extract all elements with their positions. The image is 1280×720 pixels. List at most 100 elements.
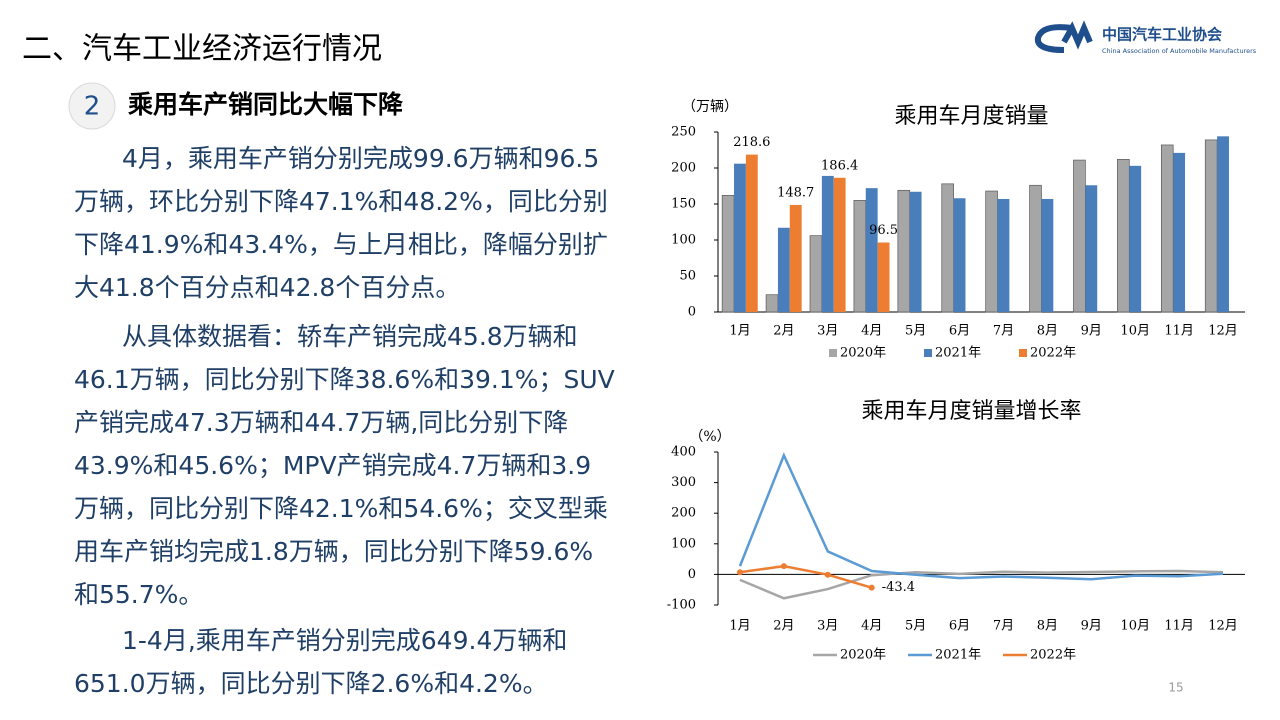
paragraph-line: 产销完成47.3万辆和44.7万辆,同比分别下降 xyxy=(74,408,568,437)
y-tick-label: 200 xyxy=(671,161,696,176)
x-tick-label: 12月 xyxy=(1208,619,1238,634)
paragraph-line: 万辆，环比分别下降47.1%和48.2%，同比分别 xyxy=(74,187,608,216)
data-label: 218.6 xyxy=(733,135,770,150)
bar xyxy=(1129,165,1142,312)
y-tick-label: -100 xyxy=(667,598,696,613)
paragraph-line: 万辆，同比分别下降42.1%和54.6%；交叉型乘 xyxy=(74,494,608,523)
data-label: 186.4 xyxy=(821,158,858,173)
paragraph-line: 4月，乘用车产销分别完成99.6万辆和96.5 xyxy=(122,144,599,173)
bar xyxy=(1204,139,1218,313)
marker xyxy=(780,563,787,570)
bar xyxy=(897,189,911,313)
y-tick-label: 100 xyxy=(671,536,696,551)
x-tick-label: 3月 xyxy=(817,619,838,634)
chart-title: 乘用车月度销量 xyxy=(894,104,1048,129)
y-tick-label: 50 xyxy=(679,269,696,284)
x-tick-label: 1月 xyxy=(729,324,750,339)
x-tick-label: 3月 xyxy=(817,324,838,339)
bar xyxy=(1173,152,1186,312)
data-label: -43.4 xyxy=(882,580,915,595)
logo: 中国汽车工业协会 China Association of Automobile… xyxy=(1034,20,1257,55)
chart-title: 乘用车月度销量增长率 xyxy=(861,399,1081,424)
x-tick-label: 10月 xyxy=(1120,324,1150,339)
y-tick-label: 0 xyxy=(688,567,696,582)
bar xyxy=(909,191,922,312)
x-tick-label: 5月 xyxy=(905,619,926,634)
bar xyxy=(941,183,954,313)
x-tick-label: 7月 xyxy=(993,324,1014,339)
bar xyxy=(985,190,998,313)
bar xyxy=(1041,198,1054,312)
logo-cn: 中国汽车工业协会 xyxy=(1102,26,1222,44)
x-tick-label: 12月 xyxy=(1208,324,1238,339)
data-label: 148.7 xyxy=(777,185,814,200)
page-number: 15 xyxy=(1168,681,1183,695)
legend-label: 2021年 xyxy=(935,648,981,663)
x-tick-label: 9月 xyxy=(1081,619,1102,634)
bar xyxy=(721,195,735,313)
axis-unit: （万辆） xyxy=(682,99,738,115)
line xyxy=(739,569,1224,600)
paragraph-line: 651.0万辆，同比分别下降2.6%和4.2%。 xyxy=(74,669,548,698)
bar xyxy=(1085,185,1098,312)
x-tick-label: 5月 xyxy=(905,324,926,339)
logo-en: China Association of Automobile Manufact… xyxy=(1102,47,1257,55)
bar xyxy=(997,198,1010,312)
bar xyxy=(833,177,846,312)
bar xyxy=(789,204,802,312)
y-tick-label: 400 xyxy=(671,445,696,460)
x-tick-label: 4月 xyxy=(861,619,882,634)
x-tick-label: 11月 xyxy=(1164,324,1194,339)
x-tick-label: 6月 xyxy=(949,324,970,339)
x-tick-label: 11月 xyxy=(1164,619,1194,634)
x-tick-label: 7月 xyxy=(993,619,1014,634)
logo-mark xyxy=(1034,20,1093,53)
paragraph-line: 43.9%和45.6%；MPV产销完成4.7万辆和3.9 xyxy=(74,451,591,480)
bar xyxy=(809,235,823,313)
legend-label: 2020年 xyxy=(840,648,886,663)
paragraph-line: 和55.7%。 xyxy=(74,580,203,609)
bar xyxy=(877,242,890,312)
x-tick-label: 10月 xyxy=(1120,619,1150,634)
legend-label: 2022年 xyxy=(1030,648,1076,663)
x-tick-label: 6月 xyxy=(949,619,970,634)
section-title: 乘用车产销同比大幅下降 xyxy=(128,90,404,119)
section-number: 2 xyxy=(84,92,101,122)
line xyxy=(739,564,873,589)
bar xyxy=(853,200,867,313)
bar xyxy=(821,175,834,312)
paragraph-line: 用车产销均完成1.8万辆，同比分别下降59.6% xyxy=(74,537,593,566)
x-tick-label: 1月 xyxy=(729,619,750,634)
marker xyxy=(824,571,831,578)
bar xyxy=(745,154,758,312)
paragraph-line: 46.1万辆，同比分别下降38.6%和39.1%；SUV xyxy=(74,365,615,394)
paragraph-line: 下降41.9%和43.4%，与上月相比，降幅分别扩 xyxy=(74,230,608,259)
bar xyxy=(1073,159,1086,313)
section-badge xyxy=(68,82,116,130)
legend-swatch xyxy=(829,349,837,357)
bar xyxy=(734,163,746,312)
legend-label: 2020年 xyxy=(840,346,886,361)
y-tick-label: 150 xyxy=(671,197,696,212)
legend-swatch xyxy=(924,349,932,357)
y-tick-label: 250 xyxy=(671,125,696,140)
paragraph-line: 1-4月,乘用车产销分别完成649.4万辆和 xyxy=(122,626,567,655)
marker xyxy=(868,584,875,591)
y-tick-label: 0 xyxy=(688,305,696,320)
legend-label: 2021年 xyxy=(935,346,981,361)
bar xyxy=(1217,136,1229,312)
y-tick-label: 200 xyxy=(671,506,696,521)
bar xyxy=(1029,184,1042,313)
bar xyxy=(865,188,878,312)
bar xyxy=(1117,159,1130,313)
bar xyxy=(1160,144,1174,313)
x-tick-label: 2月 xyxy=(773,324,794,339)
line xyxy=(738,452,1224,581)
paragraph-line: 从具体数据看：轿车产销完成45.8万辆和 xyxy=(122,322,578,351)
y-tick-label: 300 xyxy=(671,475,696,490)
axis-unit: （%） xyxy=(689,429,730,445)
x-tick-label: 9月 xyxy=(1081,324,1102,339)
legend-label: 2022年 xyxy=(1030,346,1076,361)
x-tick-label: 2月 xyxy=(773,619,794,634)
